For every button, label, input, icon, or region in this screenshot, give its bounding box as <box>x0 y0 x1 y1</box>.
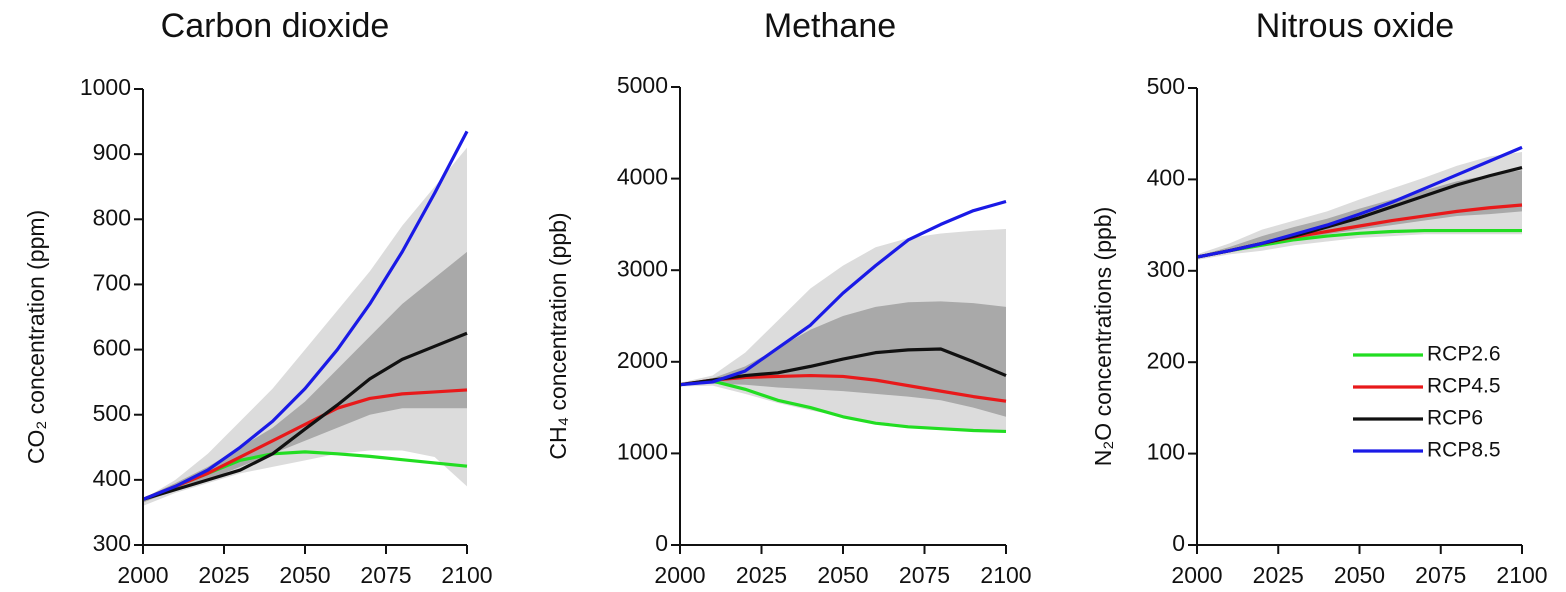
y-tick-label: 4000 <box>617 164 668 190</box>
y-tick-label: 0 <box>1172 530 1185 556</box>
y-tick-label: 700 <box>93 270 131 296</box>
y-axis-label: CO₂ concentration (ppm) <box>23 210 49 464</box>
x-tick-label: 2025 <box>736 562 787 588</box>
chart-panel: Carbon dioxide CO₂ concentration (ppm) 300… <box>23 7 493 588</box>
y-tick-label: 5000 <box>617 72 668 98</box>
x-tick-label: 2100 <box>441 562 492 588</box>
x-tick-label: 2075 <box>360 562 411 588</box>
x-tick-label: 2100 <box>980 562 1031 588</box>
x-tick-label: 2100 <box>1496 562 1547 588</box>
y-tick-label: 500 <box>93 400 131 426</box>
series-line <box>1196 145 1523 259</box>
x-tick-label: 2025 <box>1253 562 1304 588</box>
x-tick-label: 2000 <box>1171 562 1222 588</box>
y-tick-label: 1000 <box>80 74 131 100</box>
chart-title: Carbon dioxide <box>161 7 390 45</box>
series-line <box>142 331 468 501</box>
series-line <box>142 388 468 501</box>
series-line <box>679 379 1007 434</box>
y-tick-label: 1000 <box>617 438 668 464</box>
uncertainty-band <box>143 147 467 506</box>
x-tick-label: 2050 <box>279 562 330 588</box>
chart-title: Nitrous oxide <box>1256 7 1454 45</box>
legend-label: RCP2.6 <box>1427 343 1501 366</box>
y-tick-label: 300 <box>1147 256 1185 282</box>
y-tick-label: 100 <box>1147 439 1185 465</box>
y-tick-label: 400 <box>93 465 131 491</box>
uncertainty-band <box>143 251 467 503</box>
y-tick-label: 3000 <box>617 255 668 281</box>
y-tick-label: 600 <box>93 335 131 361</box>
series-line <box>142 130 469 501</box>
y-tick-label: 500 <box>1147 73 1185 99</box>
series-line <box>679 199 1007 387</box>
chart-title: Methane <box>764 7 896 45</box>
legend-label: RCP8.5 <box>1427 439 1501 462</box>
y-axis-label: CH₄ concentration (ppb) <box>545 212 571 459</box>
series-line <box>679 347 1007 387</box>
y-axis-label: N₂O concentrations (ppb) <box>1090 207 1116 467</box>
y-tick-label: 200 <box>1147 347 1185 373</box>
chart-panel: Nitrous oxide N₂O concentrations (ppb) 0 10… <box>1090 7 1548 588</box>
y-tick-label: 0 <box>655 530 668 556</box>
y-tick-label: 2000 <box>617 347 668 373</box>
chart-panel: Methane CH₄ concentration (ppb) 0 1000 2000 3… <box>545 7 1032 588</box>
x-tick-label: 2000 <box>117 562 168 588</box>
y-tick-label: 300 <box>93 530 131 556</box>
y-tick-label: 900 <box>93 139 131 165</box>
legend-label: RCP4.5 <box>1427 375 1501 398</box>
legend-label: RCP6 <box>1427 407 1483 430</box>
x-tick-label: 2000 <box>654 562 705 588</box>
x-tick-label: 2050 <box>1334 562 1385 588</box>
x-tick-label: 2075 <box>1415 562 1466 588</box>
y-tick-label: 800 <box>93 204 131 230</box>
x-tick-label: 2075 <box>899 562 950 588</box>
y-tick-label: 400 <box>1147 164 1185 190</box>
x-tick-label: 2050 <box>817 562 868 588</box>
x-tick-label: 2025 <box>198 562 249 588</box>
